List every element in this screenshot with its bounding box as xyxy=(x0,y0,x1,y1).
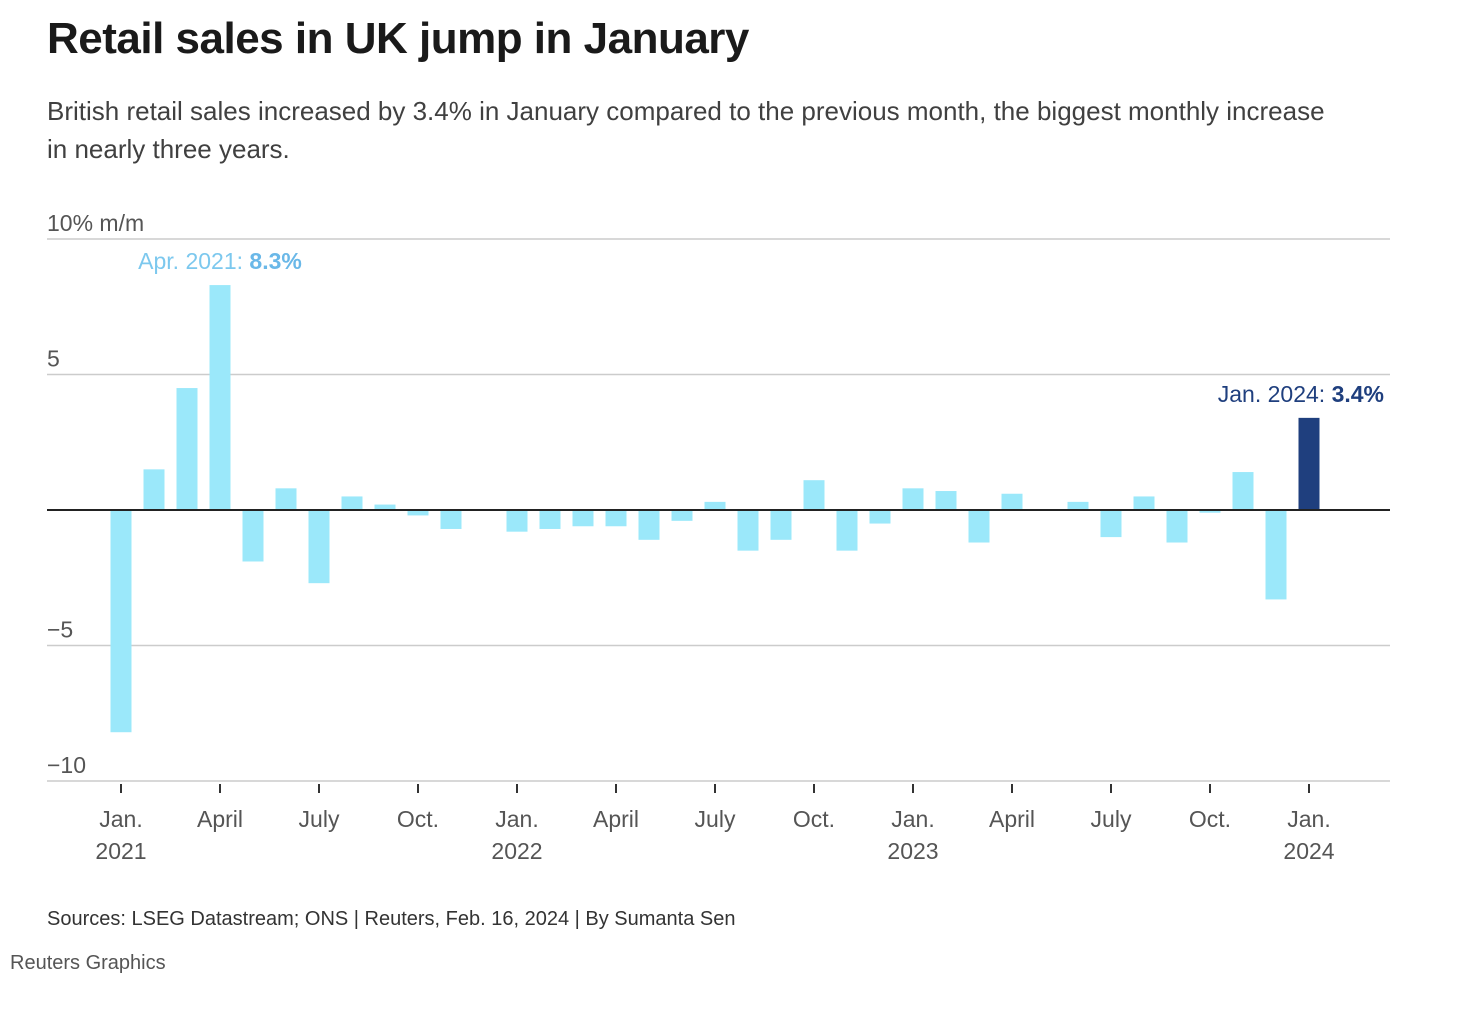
bar xyxy=(308,510,330,584)
bar xyxy=(374,504,396,510)
bar xyxy=(539,510,561,529)
bar xyxy=(968,510,990,543)
x-tick-year: 2021 xyxy=(95,838,146,864)
x-tick-label: April xyxy=(989,806,1035,832)
bar xyxy=(209,285,231,510)
x-tick-label: Oct. xyxy=(793,806,835,832)
x-tick-year: 2024 xyxy=(1283,838,1334,864)
x-tick-label: Oct. xyxy=(1189,806,1231,832)
bar xyxy=(836,510,858,551)
annotation-label: Jan. 2024: 3.4% xyxy=(1218,381,1384,407)
bar xyxy=(869,510,891,524)
y-tick-label: −10 xyxy=(47,752,86,778)
chart-subtitle: British retail sales increased by 3.4% i… xyxy=(47,96,1325,164)
bar xyxy=(1265,510,1287,600)
gridlines: 10% m/m 5 −5 −10 xyxy=(47,210,1390,782)
bar xyxy=(902,488,924,510)
bar xyxy=(671,510,693,521)
x-tick-label: Jan. xyxy=(99,806,142,832)
bar xyxy=(1199,510,1221,513)
bar xyxy=(605,510,627,527)
annotation-label: Apr. 2021: 8.3% xyxy=(138,248,302,274)
bar xyxy=(440,510,462,529)
source-note: Sources: LSEG Datastream; ONS | Reuters,… xyxy=(47,908,736,930)
annotation-value: 3.4% xyxy=(1332,381,1384,407)
y-tick-label: 10% m/m xyxy=(47,210,144,236)
bars xyxy=(47,285,1390,733)
x-tick-label: April xyxy=(593,806,639,832)
bar xyxy=(242,510,264,562)
bar xyxy=(1232,472,1254,510)
y-tick-label: 5 xyxy=(47,346,60,372)
annotations: Apr. 2021: 8.3% Jan. 2024: 3.4% xyxy=(138,248,1384,407)
bar xyxy=(341,496,363,510)
chart-title: Retail sales in UK jump in January xyxy=(47,14,749,63)
bar xyxy=(110,510,132,733)
x-tick-year: 2023 xyxy=(887,838,938,864)
annotation-date: Jan. 2024: xyxy=(1218,381,1332,407)
bar xyxy=(275,488,297,510)
annotation-date: Apr. 2021: xyxy=(138,248,249,274)
bar xyxy=(1133,496,1155,510)
y-tick-label: −5 xyxy=(47,617,73,643)
x-tick-label: July xyxy=(695,806,736,832)
x-tick-label: Jan. xyxy=(1287,806,1330,832)
x-tick-label: April xyxy=(197,806,243,832)
bar xyxy=(407,510,429,516)
bar xyxy=(1298,417,1320,510)
bar xyxy=(1001,493,1023,510)
bar xyxy=(935,491,957,510)
bar-chart: 10% m/m 5 −5 −10 Jan. 2021 April July Oct. Jan. 2… xyxy=(47,210,1390,864)
x-tick-label: July xyxy=(299,806,340,832)
bar xyxy=(572,510,594,527)
bar xyxy=(704,501,726,510)
credit-note: Reuters Graphics xyxy=(10,952,166,974)
bar xyxy=(506,510,528,532)
bar xyxy=(176,388,198,510)
bar xyxy=(1100,510,1122,538)
x-axis: Jan. 2021 April July Oct. Jan. 2022 April July Oc… xyxy=(95,784,1335,864)
bar xyxy=(1067,501,1089,510)
x-tick-label: Jan. xyxy=(495,806,538,832)
annotation-value: 8.3% xyxy=(249,248,301,274)
bar xyxy=(143,469,165,510)
bar xyxy=(638,510,660,540)
x-tick-label: Oct. xyxy=(397,806,439,832)
x-tick-label: July xyxy=(1091,806,1132,832)
bar xyxy=(1166,510,1188,543)
bar xyxy=(803,480,825,510)
bar xyxy=(770,510,792,540)
x-tick-label: Jan. xyxy=(891,806,934,832)
x-tick-year: 2022 xyxy=(491,838,542,864)
bar xyxy=(737,510,759,551)
